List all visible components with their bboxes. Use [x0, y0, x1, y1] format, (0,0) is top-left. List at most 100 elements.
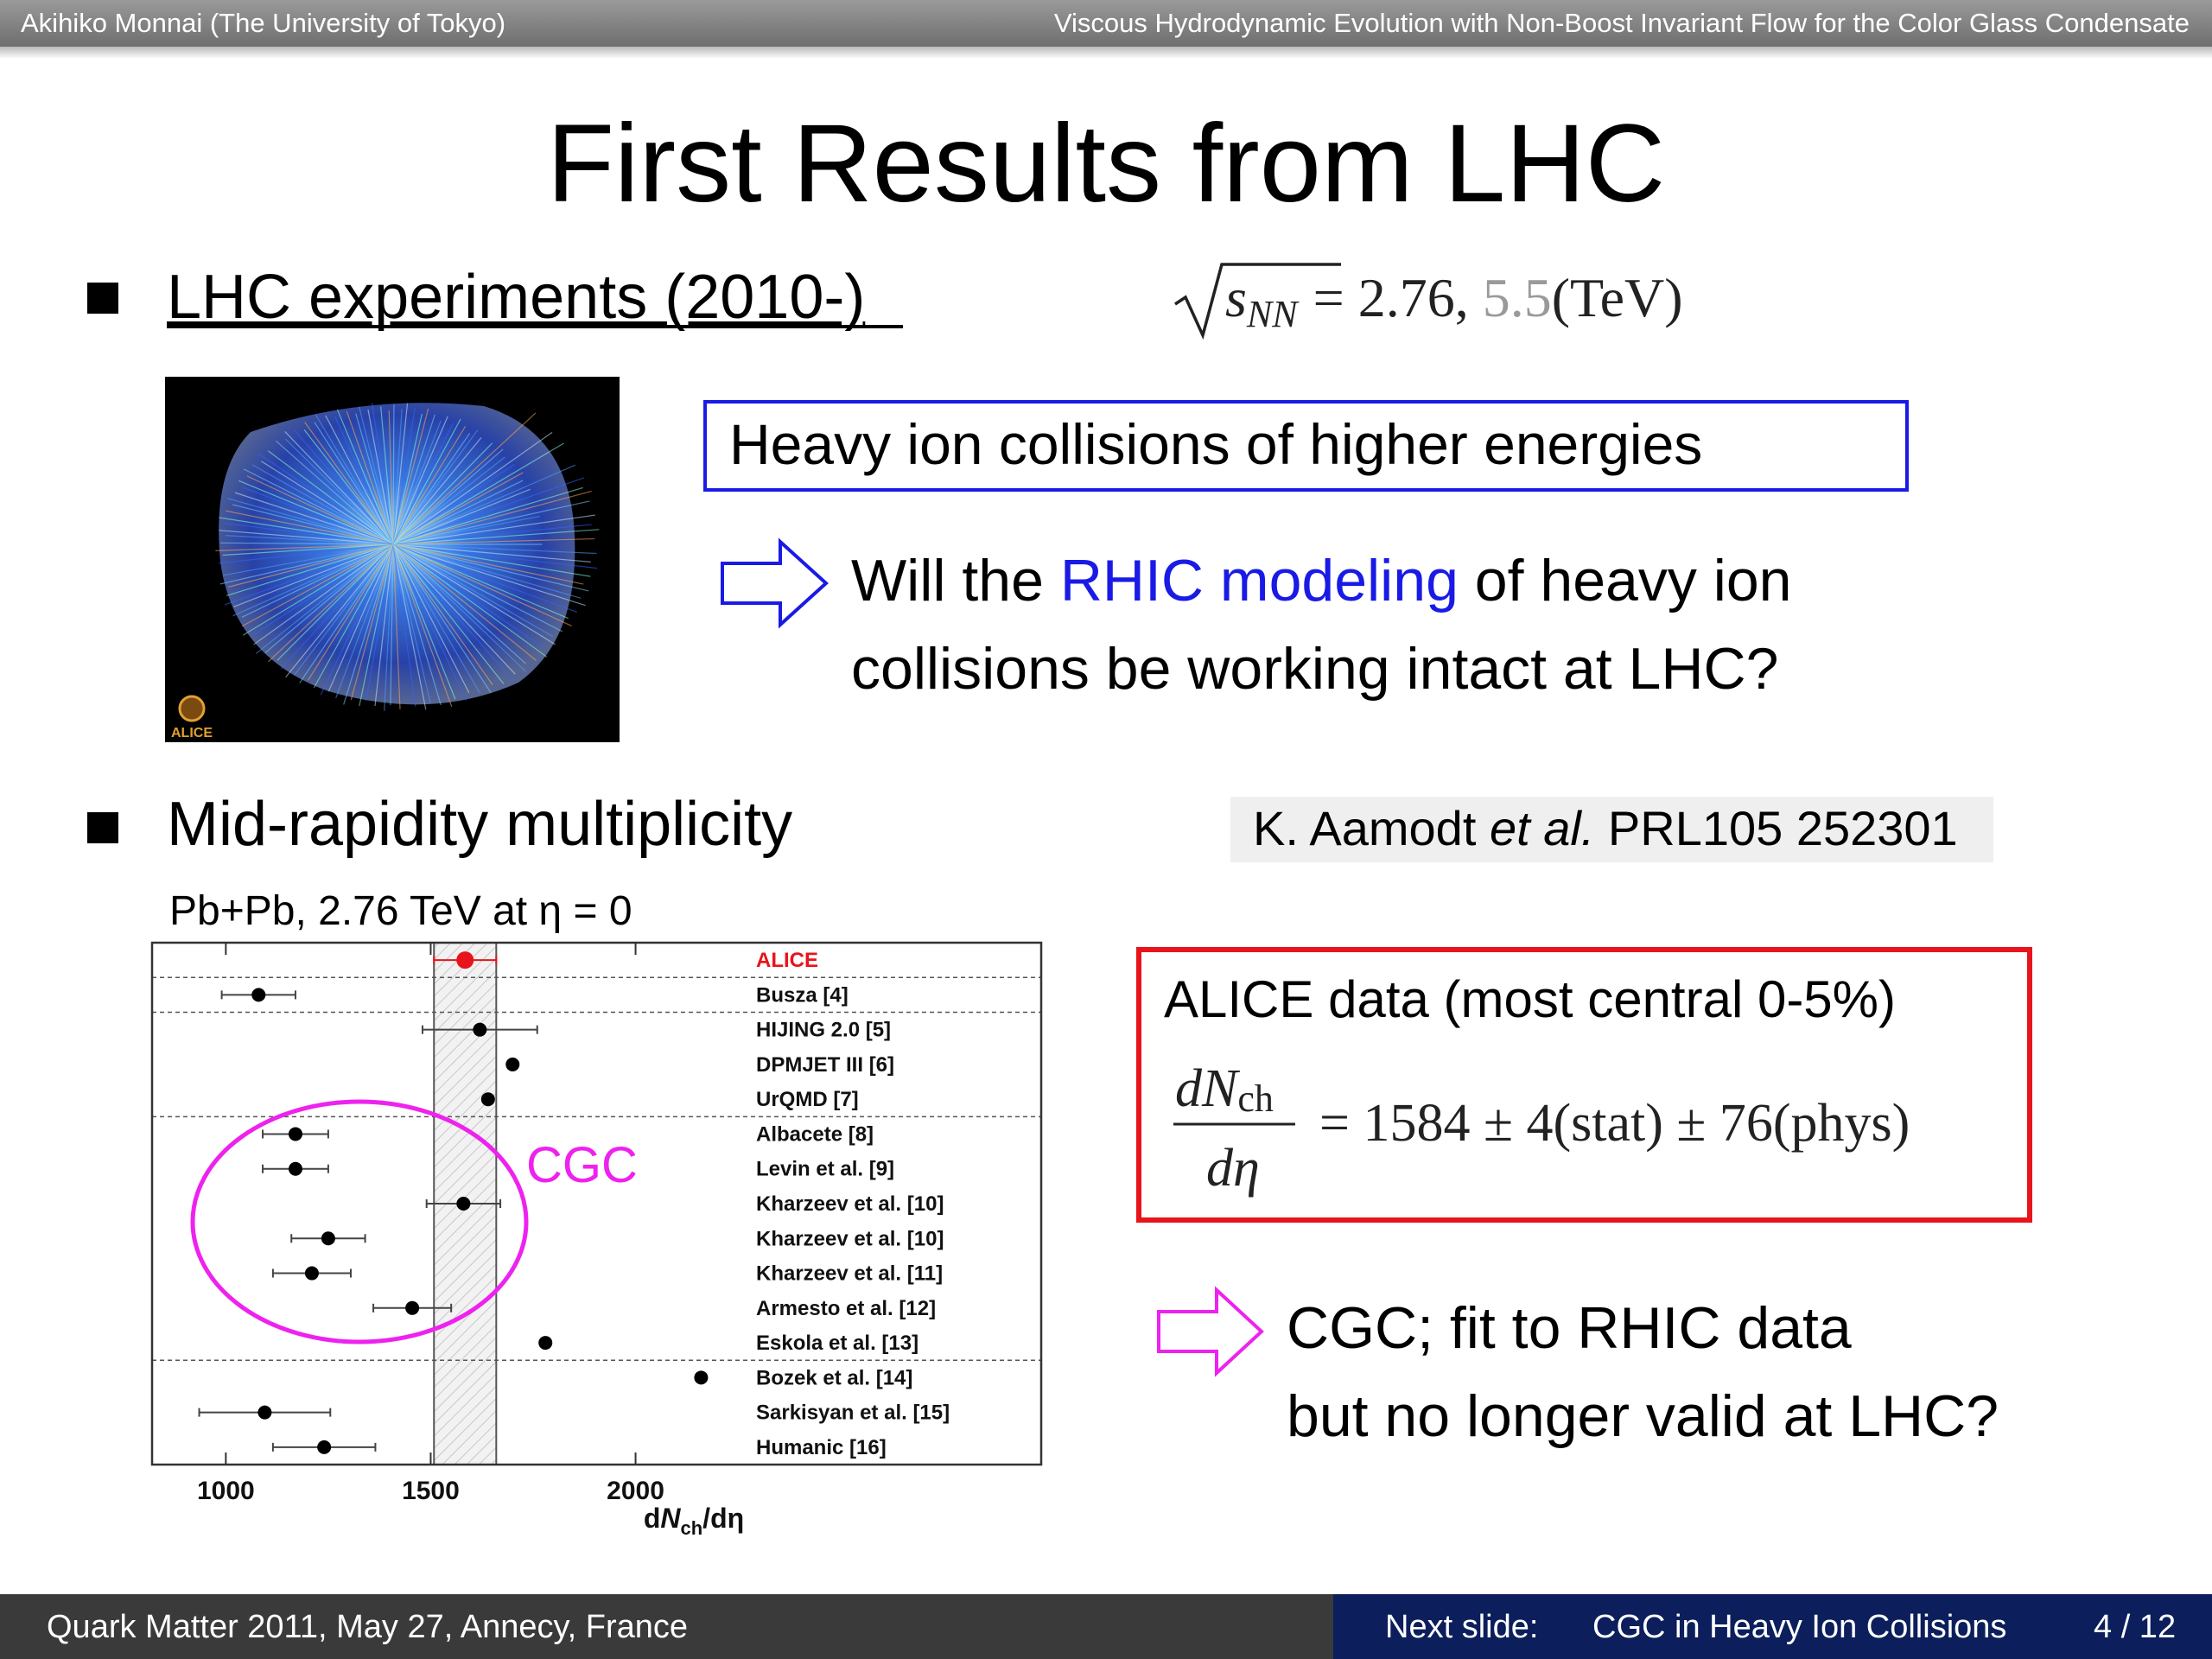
event-ray — [392, 543, 493, 685]
event-ray — [275, 440, 394, 545]
bullet-marker — [87, 812, 118, 843]
event-ray — [314, 422, 394, 545]
event-ray — [267, 450, 394, 545]
event-ray — [343, 543, 394, 705]
event-ray — [222, 543, 394, 556]
formula-s: s — [1225, 267, 1247, 328]
event-ray — [392, 420, 442, 545]
event-ray — [392, 537, 595, 545]
citation-box — [1230, 797, 1993, 862]
data-point — [288, 1127, 302, 1141]
event-ray — [392, 456, 505, 545]
data-point — [257, 1405, 272, 1420]
category-label: Levin et al. [9] — [756, 1158, 894, 1181]
footer-next-title[interactable]: CGC in Heavy Ion Collisions — [1592, 1609, 2006, 1645]
event-ray — [392, 514, 595, 545]
event-rays — [215, 403, 600, 711]
event-ray — [392, 404, 395, 545]
chart-title: Pb+Pb, 2.76 TeV at η = 0 — [169, 888, 632, 934]
event-ray — [392, 543, 578, 613]
event-ray — [392, 543, 526, 664]
x-tick-label: 1000 — [197, 1477, 255, 1505]
event-ray — [392, 515, 540, 545]
bullet-marker — [87, 283, 118, 314]
category-label: Busza [4] — [756, 983, 849, 1007]
header-bar — [0, 0, 2212, 47]
formula-unit: (TeV) — [1552, 267, 1683, 328]
event-ray — [242, 486, 394, 545]
category-label: DPMJET III [6] — [756, 1053, 894, 1077]
category-label: Albacete [8] — [756, 1122, 874, 1146]
event-ray — [392, 403, 409, 545]
x-axis-label-part: ch — [680, 1517, 702, 1539]
event-ray — [315, 414, 394, 545]
event-ray — [392, 529, 600, 545]
category-label: Kharzeev et al. [10] — [756, 1227, 944, 1250]
event-ray — [264, 543, 394, 654]
cgc-note-line-1: CGC; fit to RHIC data — [1287, 1295, 1852, 1361]
event-ray — [225, 535, 394, 545]
event-ray — [251, 543, 394, 637]
data-point — [456, 951, 474, 969]
event-ray — [325, 415, 394, 545]
x-axis-label-part: d — [644, 1503, 661, 1534]
event-ray — [392, 437, 482, 545]
event-ray — [225, 522, 394, 545]
category-label: Kharzeev et al. [11] — [756, 1262, 943, 1286]
event-ray — [392, 500, 590, 545]
event-ray — [327, 543, 394, 692]
question-pre: Will the — [851, 548, 1060, 613]
question-highlight: RHIC modeling — [1060, 548, 1459, 613]
bullet-text: Mid-rapidity multiplicity — [167, 790, 792, 859]
event-ray — [392, 442, 493, 545]
event-ray — [390, 543, 394, 705]
formula-sub: NN — [1246, 293, 1300, 335]
event-ray — [232, 543, 394, 617]
event-ray — [392, 477, 585, 545]
event-ray — [392, 543, 586, 607]
footer-right — [1333, 1594, 2212, 1659]
event-ray — [313, 543, 394, 689]
fraction-numerator: dNch — [1175, 1059, 1274, 1120]
citation-pre: K. Aamodt — [1253, 801, 1490, 855]
event-ray — [241, 543, 394, 618]
event-ray — [392, 423, 454, 545]
event-ray — [335, 543, 394, 699]
event-ray — [225, 510, 394, 545]
event-ray — [227, 498, 394, 545]
event-ray — [320, 543, 394, 696]
plot-frame — [150, 941, 1043, 1466]
event-ray — [392, 543, 547, 658]
blue-arrow — [721, 537, 829, 629]
event-ray — [226, 543, 394, 597]
cgc-annotation: CGC — [526, 1137, 638, 1193]
event-ray — [392, 416, 448, 545]
event-ray — [392, 543, 556, 645]
event-ray — [392, 413, 423, 545]
event-ray — [268, 543, 394, 663]
event-ray — [392, 543, 546, 650]
event-ray — [355, 413, 394, 545]
event-ray — [392, 543, 480, 694]
event-ray — [256, 543, 394, 654]
data-point — [288, 1161, 302, 1176]
event-ray — [392, 429, 479, 545]
data-point — [317, 1440, 332, 1454]
event-ray — [241, 543, 394, 627]
event-ray — [392, 543, 505, 684]
footer-next-label[interactable]: Next slide: — [1385, 1609, 1538, 1645]
data-point — [251, 988, 266, 1002]
category-label: Bozek et al. [14] — [756, 1366, 912, 1389]
red-box-heading: ALICE data (most central 0-5%) — [1164, 970, 1896, 1028]
event-ray — [392, 543, 467, 701]
event-ray — [392, 543, 456, 700]
header-talk-title: Viscous Hydrodynamic Evolution with Non-… — [1054, 8, 2190, 38]
event-ray — [392, 442, 564, 545]
event-ray — [392, 543, 492, 694]
result-formula: = 1584 ± 4(stat) ± 76(phys) — [1319, 1094, 1910, 1153]
event-ray — [253, 543, 394, 645]
event-ray — [294, 429, 394, 545]
question-post: of heavy ion — [1459, 548, 1792, 613]
event-ray — [260, 461, 394, 545]
